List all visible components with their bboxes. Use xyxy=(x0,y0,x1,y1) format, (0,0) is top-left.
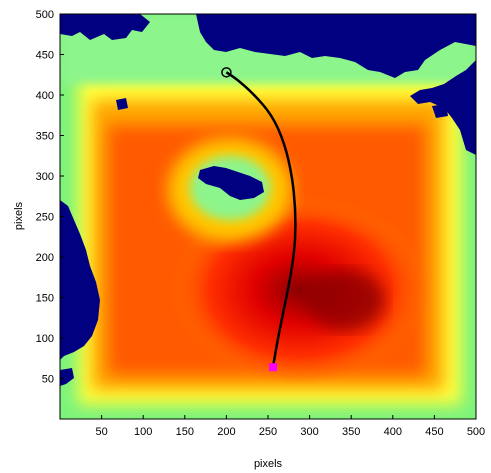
obstacle-left-bottom xyxy=(60,368,74,386)
darkest-region xyxy=(305,270,385,330)
y-tick-label: 450 xyxy=(36,50,54,62)
y-tick-label: 300 xyxy=(36,171,54,183)
x-tick-label: 300 xyxy=(300,426,318,438)
y-tick-label: 350 xyxy=(36,131,54,143)
x-axis-label: pixels xyxy=(254,458,283,470)
y-tick-label: 250 xyxy=(36,212,54,224)
x-tick-label: 50 xyxy=(95,426,107,438)
obstacle-central-island xyxy=(198,166,264,200)
obstacle-top-left xyxy=(60,14,150,40)
y-tick-label: 400 xyxy=(36,90,54,102)
obstacle-small-island-1 xyxy=(116,98,128,110)
x-tick-label: 100 xyxy=(134,426,152,438)
x-tick-label: 150 xyxy=(176,426,194,438)
x-axis-ticks: 50 100 150 200 250 300 350 400 450 500 xyxy=(95,415,485,438)
x-tick-label: 250 xyxy=(259,426,277,438)
obstacle-small-island-2 xyxy=(432,104,448,118)
y-tick-label: 150 xyxy=(36,293,54,305)
x-tick-label: 200 xyxy=(217,426,235,438)
x-tick-label: 500 xyxy=(467,426,485,438)
goal-marker xyxy=(221,67,232,78)
obstacles xyxy=(60,14,476,386)
y-axis-label: pixels xyxy=(13,201,25,230)
plot-area xyxy=(60,14,476,419)
y-tick-label: 500 xyxy=(36,9,54,21)
y-tick-label: 200 xyxy=(36,252,54,264)
x-tick-label: 450 xyxy=(425,426,443,438)
y-tick-label: 100 xyxy=(36,333,54,345)
y-tick-label: 50 xyxy=(42,374,54,386)
obstacle-top-center xyxy=(196,14,476,78)
x-tick-label: 400 xyxy=(384,426,402,438)
deep-red-center xyxy=(170,195,430,385)
start-marker xyxy=(268,363,277,372)
x-tick-label: 350 xyxy=(342,426,360,438)
y-axis-ticks: 50 100 150 200 250 300 350 400 450 500 xyxy=(36,9,64,386)
obstacle-left-coast xyxy=(60,200,100,360)
planned-path xyxy=(225,71,297,368)
